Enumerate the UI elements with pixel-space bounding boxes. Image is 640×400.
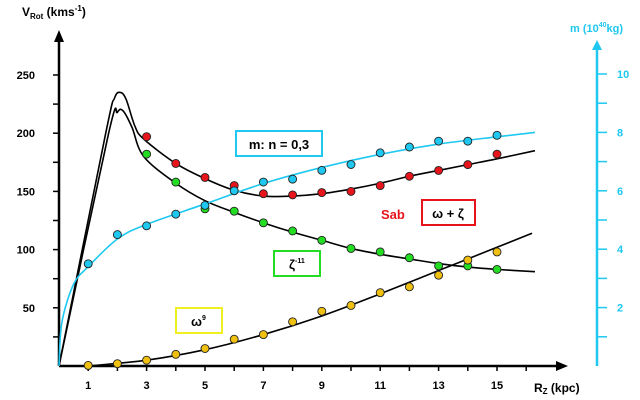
mass-data-point	[404, 142, 414, 152]
omega-data-point	[346, 301, 356, 310]
mass-data-point	[171, 209, 181, 219]
omega-legend-box	[175, 307, 223, 334]
y-right-tick-label: 6	[617, 186, 623, 198]
y-axis-left-arrow	[54, 30, 64, 42]
sum-data-point	[317, 188, 327, 198]
y-right-tick-label: 2	[617, 303, 623, 315]
mass-legend-box	[235, 130, 323, 157]
sum-data-point	[171, 159, 181, 168]
x-tick-label: 5	[202, 380, 208, 392]
omega-data-point	[171, 349, 181, 359]
sum-data-point	[288, 190, 298, 200]
mass-data-point	[463, 136, 473, 146]
omega-data-point	[463, 255, 473, 265]
mass-data-point	[229, 186, 239, 196]
x-tick-label: 13	[432, 380, 444, 392]
y-right-tick-label: 8	[617, 127, 623, 139]
sum-data-point	[200, 172, 210, 182]
x-axis-title: RZ (kpc)	[534, 381, 580, 396]
omega-data-point	[112, 359, 122, 369]
x-tick-label: 15	[491, 380, 503, 392]
x-axis-arrow	[556, 361, 568, 371]
zeta-data-point	[142, 149, 152, 159]
y-right-tick-label: 4	[617, 244, 624, 256]
zeta-data-point	[346, 243, 356, 253]
zeta-legend-box	[273, 250, 321, 277]
zeta-data-point	[229, 206, 239, 216]
sum-data-point	[463, 160, 473, 170]
omega-data-point	[229, 334, 239, 344]
x-tick-label: 7	[260, 380, 266, 392]
y-left-tick-label: 150	[17, 186, 35, 198]
zeta-data-point	[171, 177, 181, 187]
zeta-data-point	[404, 253, 414, 263]
zeta-data-point	[434, 261, 444, 271]
zeta-legend-label: ζ-11	[289, 257, 305, 272]
omega-data-point	[200, 344, 210, 353]
sum-data-point	[434, 165, 444, 175]
zeta-data-point	[375, 247, 385, 257]
zeta-data-point	[317, 235, 327, 245]
omega-data-point	[492, 247, 502, 257]
y-axis-right-arrow	[592, 40, 602, 50]
mass-data-point	[142, 221, 152, 231]
sum-data-point	[258, 189, 268, 199]
sum-data-point	[346, 186, 356, 196]
mass-data-point	[112, 230, 122, 240]
sum-data-point	[404, 171, 414, 181]
sum-data-point	[492, 149, 502, 159]
omega-data-point	[288, 317, 298, 327]
y-right-title: m (1040kg)	[570, 22, 623, 35]
y-left-tick-label: 250	[17, 70, 35, 82]
y-left-title: VRot (kms-1)	[22, 4, 86, 21]
omega-data-point	[258, 330, 268, 340]
sum-legend-label: ω + ζ	[432, 206, 464, 221]
x-tick-label: 3	[144, 380, 150, 392]
mass-data-point	[288, 174, 298, 184]
mass-legend-label: m: n = 0,3	[249, 137, 309, 152]
omega-data-point	[434, 270, 444, 280]
sum-legend-box	[421, 199, 476, 226]
y-left-tick-label: 100	[17, 245, 35, 257]
omega-data-point	[142, 355, 152, 365]
zeta-data-point	[288, 226, 298, 236]
mass-data-point	[434, 136, 444, 146]
zeta-data-point	[492, 264, 502, 274]
y-right-tick-label: 10	[617, 69, 629, 81]
zeta-data-point	[258, 218, 268, 228]
sum-data-point	[142, 132, 152, 142]
mass-data-point	[317, 165, 327, 175]
galaxy-type-label: Sab	[381, 207, 405, 222]
omega-legend-label: ω9	[191, 314, 206, 329]
omega-data-point	[317, 306, 327, 316]
y-left-tick-label: 50	[23, 303, 35, 315]
omega-data-point	[83, 360, 93, 370]
mass-data-point	[83, 259, 93, 269]
omega-data-point	[375, 288, 385, 298]
x-tick-label: 1	[85, 380, 91, 392]
y-left-tick-label: 200	[17, 128, 35, 140]
mass-fit-line	[58, 131, 536, 367]
mass-data-point	[346, 160, 356, 169]
x-tick-label: 9	[319, 380, 325, 392]
omega-fit-line	[88, 232, 533, 367]
mass-data-point	[375, 148, 385, 158]
sum-data-point	[375, 181, 385, 191]
x-tick-label: 11	[374, 380, 386, 392]
mass-data-point	[258, 177, 268, 187]
mass-data-point	[492, 130, 502, 140]
omega-data-point	[404, 282, 414, 292]
mass-data-point	[200, 200, 210, 210]
